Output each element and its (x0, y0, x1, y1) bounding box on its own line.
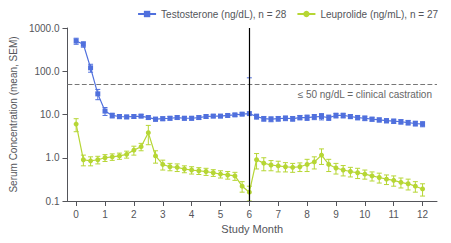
svg-text:Serum Concentration (mean, SEM: Serum Concentration (mean, SEM) (8, 36, 19, 192)
svg-text:1: 1 (102, 209, 108, 220)
svg-text:2: 2 (131, 209, 137, 220)
svg-text:100.0: 100.0 (34, 66, 59, 77)
svg-text:7: 7 (275, 209, 281, 220)
svg-text:0.1: 0.1 (46, 196, 60, 207)
svg-text:10: 10 (359, 209, 371, 220)
svg-text:≤ 50 ng/dL = clinical castrati: ≤ 50 ng/dL = clinical castration (298, 89, 432, 100)
svg-text:1000.0: 1000.0 (29, 23, 60, 34)
svg-text:5: 5 (218, 209, 224, 220)
svg-text:11: 11 (389, 209, 400, 220)
svg-text:10.0: 10.0 (40, 109, 60, 120)
svg-text:1.0: 1.0 (46, 152, 60, 163)
svg-text:4: 4 (189, 209, 195, 220)
svg-text:Leuprolide (ng/mL), n = 27: Leuprolide (ng/mL), n = 27 (320, 9, 438, 20)
svg-text:8: 8 (304, 209, 310, 220)
svg-text:Study Month: Study Month (221, 223, 283, 235)
svg-text:6: 6 (247, 209, 253, 220)
svg-text:3: 3 (160, 209, 166, 220)
svg-text:12: 12 (417, 209, 429, 220)
svg-text:0: 0 (73, 209, 79, 220)
svg-text:9: 9 (333, 209, 339, 220)
svg-text:Testosterone (ng/dL), n = 28: Testosterone (ng/dL), n = 28 (161, 9, 287, 20)
